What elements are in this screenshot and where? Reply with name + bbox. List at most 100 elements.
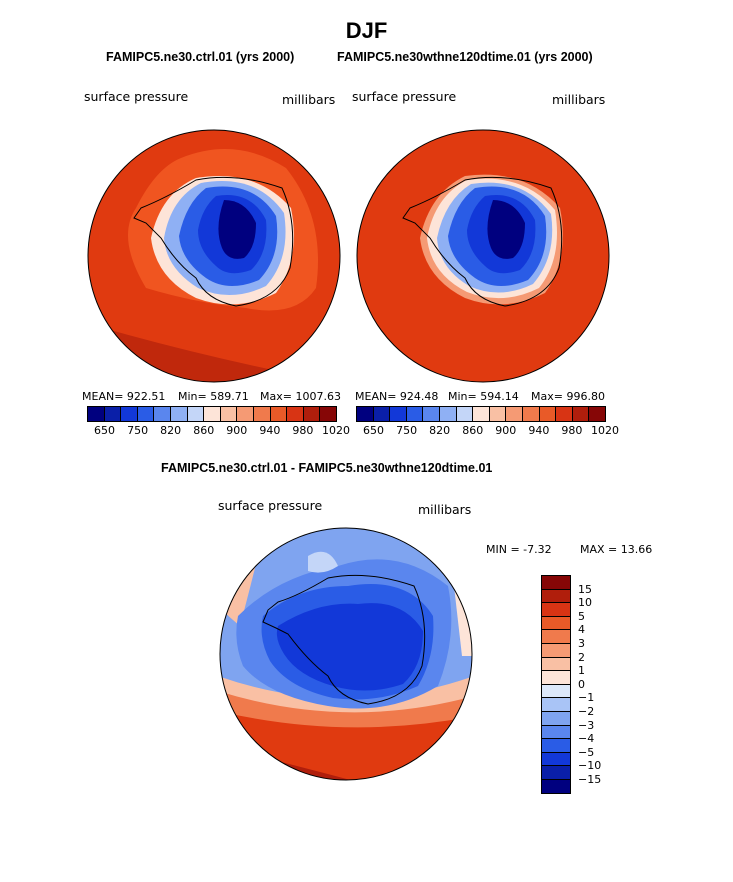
right-units-label: millibars xyxy=(552,92,606,107)
colorbar-swatch xyxy=(406,407,424,421)
colorbar-swatch xyxy=(423,407,440,421)
diff-variable-label: surface pressure xyxy=(218,498,323,513)
right-stat-max: Max= 996.80 xyxy=(531,390,605,403)
colorbar-swatch xyxy=(539,407,557,421)
colorbar-tick-label: 15 xyxy=(578,582,592,596)
colorbar-swatch xyxy=(439,407,457,421)
colorbar-swatch xyxy=(88,407,105,421)
colorbar-swatch xyxy=(506,407,523,421)
colorbar-swatch xyxy=(303,407,321,421)
colorbar-swatch xyxy=(542,657,570,672)
colorbar-tick-label: 1 xyxy=(578,664,585,678)
colorbar-tick-label: −2 xyxy=(578,705,595,718)
colorbar-tick-label: 860 xyxy=(462,424,484,437)
colorbar-swatch xyxy=(542,766,570,780)
right-variable-label: surface pressure xyxy=(352,89,457,104)
colorbar-tick-label: 900 xyxy=(495,424,517,437)
colorbar-swatch xyxy=(542,630,570,644)
colorbar-swatch xyxy=(320,407,336,421)
colorbar-swatch xyxy=(237,407,254,421)
colorbar-swatch xyxy=(137,407,155,421)
colorbar-tick-label: 650 xyxy=(94,424,116,437)
colorbar-tick-label: 940 xyxy=(259,424,281,437)
colorbar-swatch xyxy=(522,407,540,421)
diff-map xyxy=(219,527,473,781)
colorbar-swatch xyxy=(542,671,570,685)
colorbar-swatch xyxy=(556,407,573,421)
colorbar-swatch xyxy=(589,407,605,421)
colorbar-swatch xyxy=(542,739,570,753)
colorbar-swatch xyxy=(542,603,570,617)
colorbar-swatch xyxy=(542,698,570,712)
colorbar-tick-label: −5 xyxy=(578,745,595,759)
colorbar-swatch xyxy=(170,407,188,421)
colorbar-swatch xyxy=(542,576,570,590)
colorbar-swatch xyxy=(456,407,474,421)
colorbar-tick-label: −3 xyxy=(578,718,595,732)
colorbar-tick-label: 900 xyxy=(226,424,248,437)
colorbar-swatch xyxy=(357,407,374,421)
colorbar-swatch xyxy=(572,407,590,421)
colorbar-swatch xyxy=(542,752,570,767)
colorbar-swatch xyxy=(287,407,304,421)
colorbar-swatch xyxy=(187,407,205,421)
panel-right-title: FAMIPC5.ne30wthne120dtime.01 (yrs 2000) xyxy=(337,50,593,64)
colorbar-swatch xyxy=(542,684,570,699)
colorbar-tick-label: 820 xyxy=(160,424,182,437)
figure-title: DJF xyxy=(345,18,388,43)
right-stat-mean: MEAN= 924.48 xyxy=(355,390,439,403)
colorbar-tick-label: 3 xyxy=(578,637,585,650)
colorbar-tick-label: 10 xyxy=(578,596,592,610)
colorbar-tick-label: −10 xyxy=(578,759,602,773)
right-stat-min: Min= 594.14 xyxy=(448,390,519,403)
colorbar-tick-label: 1020 xyxy=(322,424,350,437)
colorbar-tick-label: 980 xyxy=(561,424,583,437)
colorbar-swatch xyxy=(473,407,490,421)
diff-colorbar xyxy=(541,575,571,794)
colorbar-tick-label: 1020 xyxy=(591,424,619,437)
colorbar-tick-label: −1 xyxy=(578,691,595,705)
left-stat-min: Min= 589.71 xyxy=(178,390,249,403)
colorbar-swatch xyxy=(542,643,570,658)
left-stat-mean: MEAN= 922.51 xyxy=(82,390,166,403)
colorbar-swatch xyxy=(542,616,570,631)
colorbar-tick-label: 980 xyxy=(292,424,314,437)
colorbar-tick-label: 940 xyxy=(528,424,550,437)
left-stat-max: Max= 1007.63 xyxy=(260,390,341,403)
colorbar-swatch xyxy=(204,407,221,421)
colorbar-tick-label: −15 xyxy=(578,773,602,786)
colorbar-tick-label: −4 xyxy=(578,732,595,746)
diff-stat-max: MAX = 13.66 xyxy=(580,543,653,556)
colorbar-swatch xyxy=(270,407,288,421)
colorbar-tick-label: 650 xyxy=(363,424,385,437)
diff-title: FAMIPC5.ne30.ctrl.01 - FAMIPC5.ne30wthne… xyxy=(161,461,493,475)
left-map xyxy=(87,129,341,383)
diff-units-label: millibars xyxy=(418,502,472,517)
colorbar-swatch xyxy=(121,407,138,421)
colorbar-swatch xyxy=(390,407,407,421)
colorbar-tick-label: 0 xyxy=(578,677,585,691)
colorbar-tick-label: 2 xyxy=(578,650,585,664)
colorbar-tick-label: 820 xyxy=(429,424,451,437)
colorbar-tick-label: 5 xyxy=(578,609,585,623)
colorbar-swatch xyxy=(542,725,570,740)
panel-left-title: FAMIPC5.ne30.ctrl.01 (yrs 2000) xyxy=(106,50,295,64)
colorbar-tick-label: 750 xyxy=(127,424,149,437)
colorbar-swatch xyxy=(542,779,570,793)
right-colorbar-ticks: 650 750 820 860 900 940 980 1020 xyxy=(0,424,733,438)
colorbar-tick-label: 860 xyxy=(193,424,215,437)
colorbar-tick-label: 750 xyxy=(396,424,418,437)
colorbar-swatch xyxy=(489,407,507,421)
colorbar-swatch xyxy=(253,407,271,421)
left-colorbar-ticks: 650 750 820 860 900 940 980 1020 xyxy=(0,424,733,438)
left-variable-label: surface pressure xyxy=(84,89,189,104)
colorbar-swatch xyxy=(104,407,122,421)
left-colorbar xyxy=(87,406,337,422)
colorbar-swatch xyxy=(373,407,391,421)
diff-stat-min: MIN = -7.32 xyxy=(486,543,552,556)
right-colorbar xyxy=(356,406,606,422)
colorbar-swatch xyxy=(542,589,570,604)
colorbar-swatch xyxy=(542,711,570,726)
colorbar-tick-label: 4 xyxy=(578,623,585,637)
right-map xyxy=(356,129,610,383)
